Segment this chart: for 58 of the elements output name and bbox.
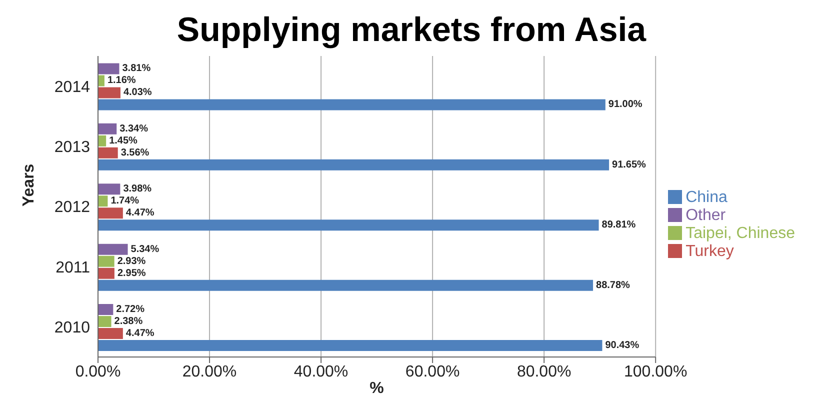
data-label: 2.93% (117, 256, 146, 267)
y-tick-label: 2010 (54, 320, 90, 337)
y-tick-label: 2013 (54, 138, 90, 156)
data-label: 91.00% (608, 99, 642, 110)
x-tick-label: 40.00% (294, 363, 348, 380)
y-tick-label: 2012 (54, 199, 90, 216)
data-label: 2.38% (114, 316, 143, 328)
data-label: 1.16% (107, 75, 136, 86)
data-label: 4.03% (123, 87, 152, 98)
legend-label: Other (686, 206, 726, 224)
data-label: 90.43% (605, 340, 640, 352)
bar (98, 63, 120, 74)
bar (98, 256, 114, 267)
y-axis-title: Years (20, 164, 38, 206)
bar (98, 328, 123, 340)
x-tick-label: 80.00% (516, 363, 572, 380)
bar (98, 135, 106, 146)
bar (98, 208, 123, 219)
bar (98, 268, 114, 279)
x-tick-label: 100.00% (624, 363, 688, 380)
bar (98, 123, 117, 134)
bar (98, 280, 594, 291)
legend-label: Turkey (686, 242, 734, 260)
data-label: 5.34% (130, 244, 160, 255)
bar (98, 304, 114, 316)
data-label: 88.78% (596, 280, 630, 291)
bar (98, 220, 599, 231)
data-label: 2.95% (117, 268, 146, 279)
bar (98, 147, 118, 158)
bar (98, 316, 112, 328)
data-label: 3.34% (120, 123, 148, 134)
x-axis-title: % (370, 380, 384, 397)
y-tick-label: 2011 (56, 259, 90, 276)
data-label: 2.72% (116, 304, 145, 316)
data-label: 3.56% (120, 147, 150, 158)
data-label: 89.81% (602, 220, 636, 231)
data-label: 4.47% (126, 328, 154, 340)
data-label: 3.98% (123, 184, 152, 195)
y-tick-label: 2014 (54, 78, 90, 96)
bar (98, 75, 104, 86)
data-label: 1.74% (110, 196, 140, 207)
x-tick-label: 60.00% (405, 363, 460, 380)
x-tick-label: 20.00% (182, 363, 237, 380)
data-label: 1.45% (109, 135, 138, 146)
data-label: 4.47% (126, 208, 154, 219)
data-label: 3.81% (122, 63, 151, 74)
legend-label: Taipei, Chinese (686, 224, 795, 242)
chart-title: Supplying markets from Asia (176, 10, 648, 51)
bar (98, 340, 602, 352)
bar (98, 196, 108, 207)
bar (98, 99, 606, 110)
bar (98, 244, 128, 255)
data-label: 91.65% (612, 159, 646, 170)
legend-label: China (686, 188, 728, 206)
x-tick-label: 0.00% (75, 363, 121, 380)
bar (98, 184, 120, 195)
bar (98, 159, 610, 170)
bar (98, 87, 120, 98)
